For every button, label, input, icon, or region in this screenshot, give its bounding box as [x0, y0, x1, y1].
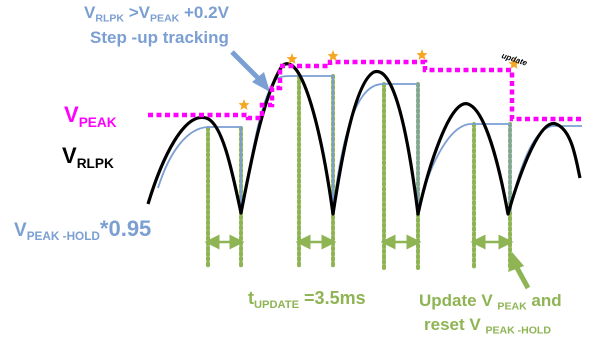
star-icon	[416, 49, 428, 60]
step-up-pointer-arrow	[230, 50, 270, 92]
vpeak-hold-trace	[157, 75, 582, 213]
star-icon	[327, 50, 339, 61]
update-pointer-arrow	[508, 252, 531, 290]
threshold-condition-label: VRLPK >VPEAK +0.2V	[84, 3, 229, 25]
step-up-tracking-label: Step -up tracking	[90, 28, 229, 47]
star-icon	[508, 58, 520, 69]
t-update-label: tUPDATE =3.5ms	[248, 288, 366, 311]
vpeak-trace	[148, 59, 582, 122]
update-markers	[238, 49, 520, 110]
star-icon	[286, 53, 298, 64]
star-icon	[238, 99, 250, 110]
update-vpeak-label: Update V PEAK and	[419, 291, 562, 313]
vrlpk-label: VRLPK	[62, 143, 114, 171]
vrlpk-signal	[146, 62, 582, 216]
reset-vpeak-hold-label: reset V PEAK -HOLD	[424, 315, 551, 337]
vpeak-label: VPEAK	[64, 102, 117, 130]
vpeak-hold-label: VPEAK -HOLD*0.95	[14, 216, 152, 244]
